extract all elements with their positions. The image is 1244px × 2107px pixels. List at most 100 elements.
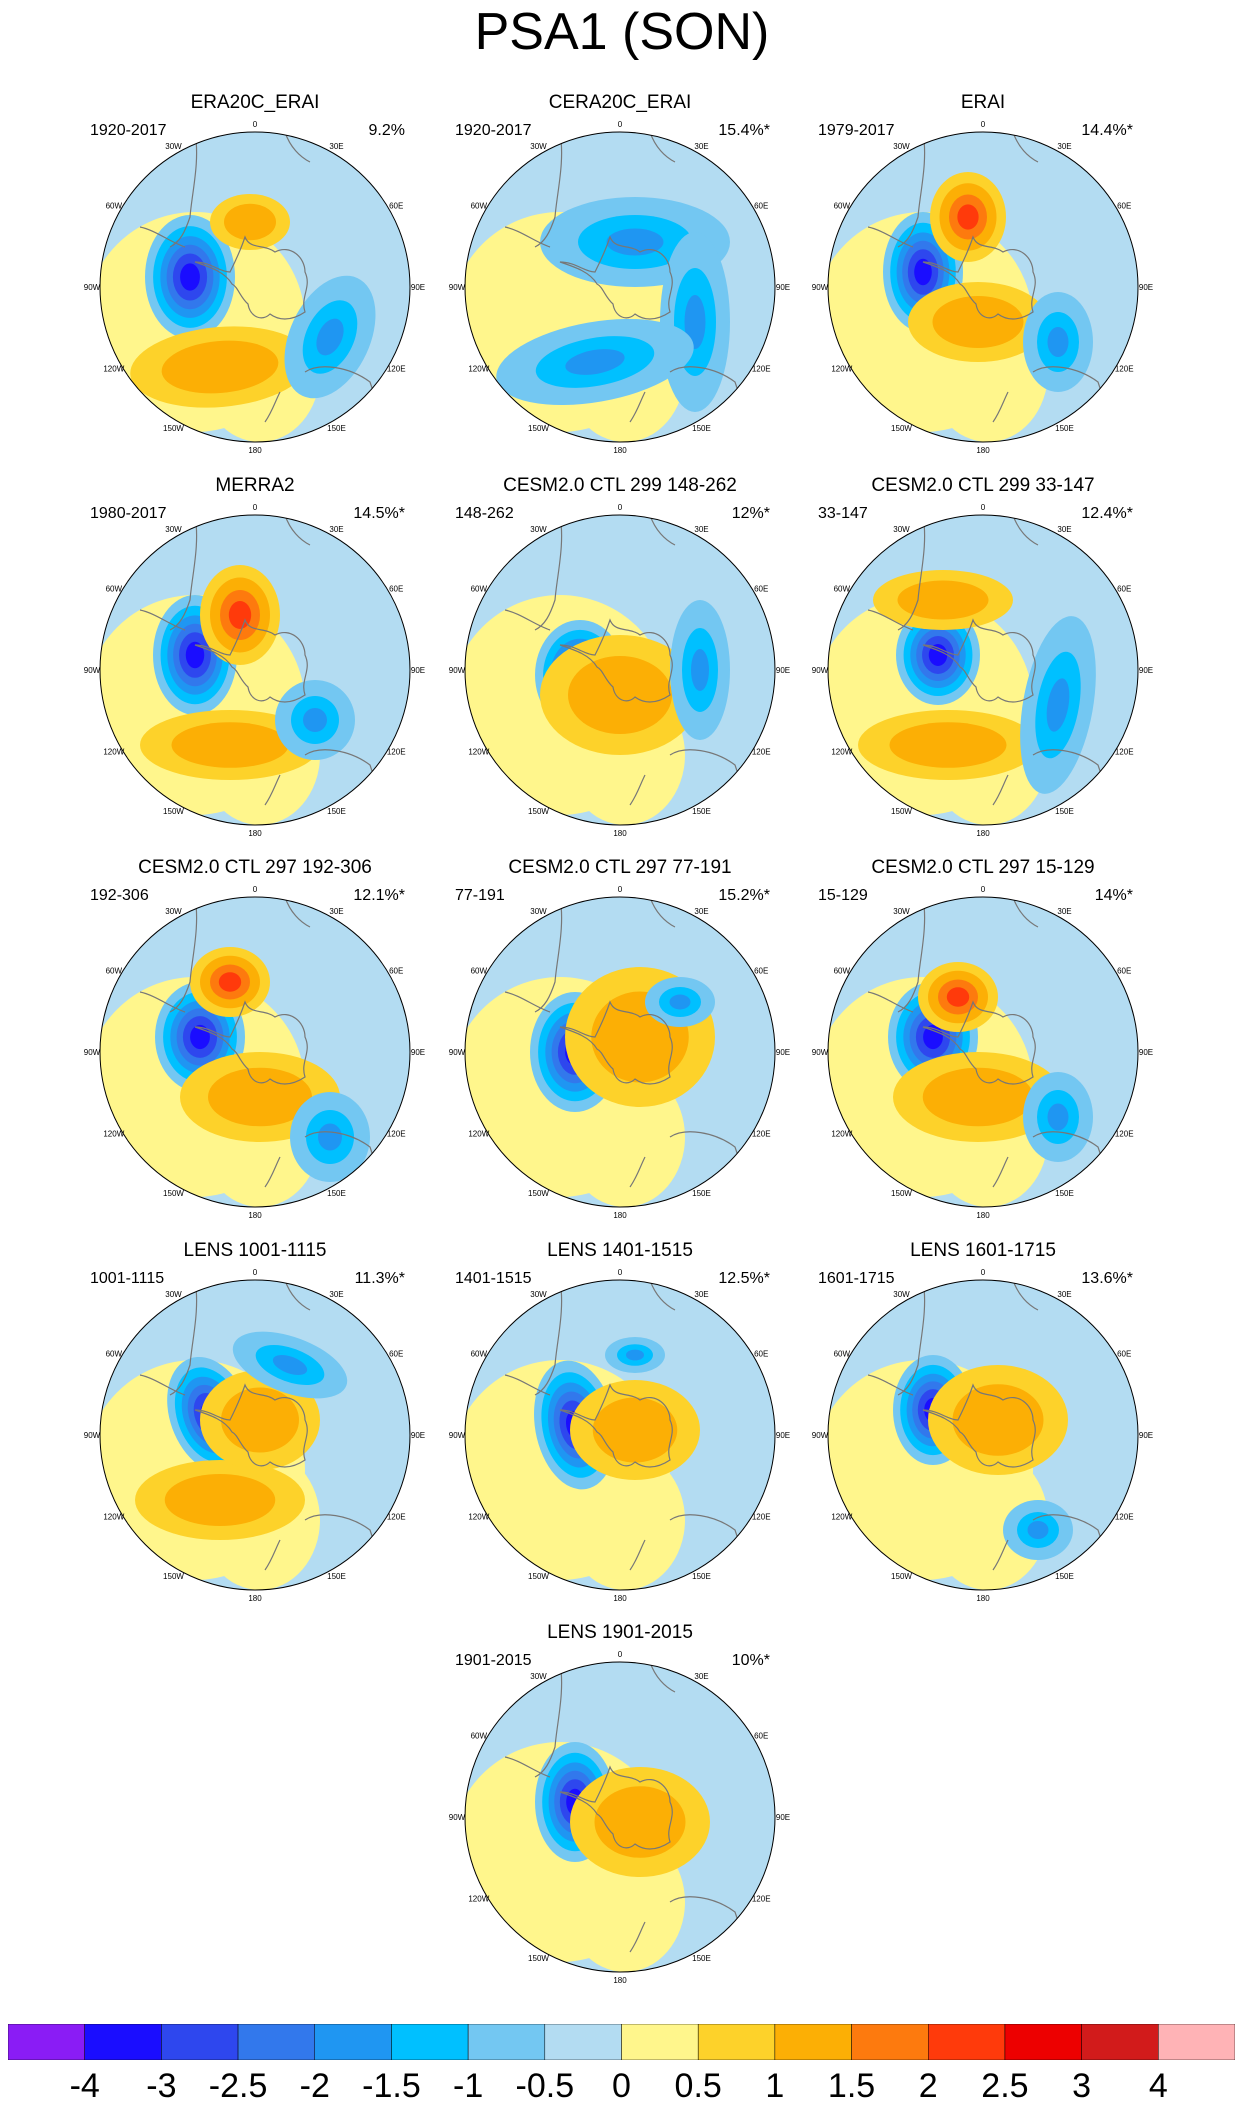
longitude-label: 90E xyxy=(776,666,790,675)
longitude-label: 60E xyxy=(754,1732,768,1741)
south-america-coastline xyxy=(504,132,563,248)
polar-map: 0 30E 60E 90E 120E 150E 180 150W 120W 90W 60W 30W xyxy=(84,503,425,838)
longitude-label: 120E xyxy=(752,365,771,374)
longitude-label: 30W xyxy=(893,525,910,534)
colorbar-segment xyxy=(1158,2024,1235,2060)
south-america-coastline xyxy=(139,1280,198,1396)
south-america-coastline xyxy=(867,132,926,248)
south-america-coastline xyxy=(504,897,563,1013)
antarctica-coastline xyxy=(922,1000,1036,1085)
longitude-label: 90E xyxy=(1139,1431,1153,1440)
longitude-label: 120W xyxy=(468,1130,489,1139)
panel-period: 33-147 xyxy=(818,505,868,522)
longitude-label: 90W xyxy=(84,666,101,675)
longitude-label: 0 xyxy=(253,1268,258,1277)
longitude-label: 150W xyxy=(891,1572,912,1581)
antarctica-coastline xyxy=(922,618,1036,703)
colorbar-segment xyxy=(1081,2024,1159,2060)
longitude-label: 180 xyxy=(976,446,990,455)
negative-anomaly-level-3 xyxy=(316,318,344,356)
longitude-label: 30E xyxy=(694,142,708,151)
longitude-label: 90E xyxy=(411,283,425,292)
panel-period: 1601-1715 xyxy=(818,1270,895,1287)
longitude-label: 150E xyxy=(327,1572,346,1581)
panel-title: CERA20C_ERAI xyxy=(548,92,692,113)
colorbar-segment xyxy=(774,2024,852,2060)
longitude-label: 120E xyxy=(387,1130,406,1139)
longitude-label: 150W xyxy=(528,1954,549,1963)
antarctica-coastline xyxy=(922,1383,1036,1468)
longitude-label: 90W xyxy=(84,1431,101,1440)
map-panel: CESM2.0 CTL 297 77-191 77-191 15.2%* 0 30E 60… xyxy=(440,857,800,1227)
south-america-coastline xyxy=(867,515,926,631)
longitude-label: 0 xyxy=(618,503,623,512)
panel-title: CESM2.0 CTL 299 33-147 xyxy=(871,475,1095,496)
polar-map: 0 30E 60E 90E 120E 150E 180 150W 120W 90W 60W 30W xyxy=(812,885,1153,1220)
negative-anomaly-level-6 xyxy=(914,258,932,286)
longitude-label: 60W xyxy=(471,1350,488,1359)
longitude-label: 60W xyxy=(106,202,123,211)
polar-map: 0 30E 60E 90E 120E 150E 180 150W 120W 90W 60W 30W xyxy=(812,1268,1153,1603)
map-boundary xyxy=(464,896,776,1208)
longitude-label: 180 xyxy=(248,829,262,838)
longitude-label: 180 xyxy=(976,1211,990,1220)
new-zealand-coastline xyxy=(264,774,281,806)
longitude-label: 60E xyxy=(1117,202,1131,211)
longitude-label: 90E xyxy=(411,1048,425,1057)
map-panel: CERA20C_ERAI 1920-2017 15.4%* 0 30E 60E 90E 120… xyxy=(440,92,800,462)
new-zealand-coastline xyxy=(629,774,646,806)
negative-anomaly-level-3 xyxy=(684,295,706,349)
colorbar-segment xyxy=(544,2024,622,2060)
positive-anomaly-level-2 xyxy=(224,203,276,241)
longitude-label: 30E xyxy=(1057,1290,1071,1299)
colorbar-tick-label: -2.5 xyxy=(208,2067,268,2105)
anomaly-field xyxy=(828,515,1138,825)
negative-anomaly-level-3 xyxy=(272,1354,308,1376)
positive-anomaly-level-2 xyxy=(889,722,1007,768)
longitude-label: 0 xyxy=(253,120,258,129)
panel-title: ERAI xyxy=(960,92,1006,113)
positive-anomaly-level-2 xyxy=(594,1786,686,1858)
negative-anomaly-level-6 xyxy=(923,1024,943,1050)
new-zealand-coastline xyxy=(264,1156,281,1188)
longitude-label: 90E xyxy=(776,1431,790,1440)
polar-map: 0 30E 60E 90E 120E 150E 180 150W 120W 90W 60W 30W xyxy=(449,1268,790,1603)
longitude-label: 60E xyxy=(754,967,768,976)
new-zealand-coastline xyxy=(629,1921,646,1953)
longitude-label: 90W xyxy=(812,1431,829,1440)
panel-variance: 15.2%* xyxy=(718,887,770,904)
south-america-coastline xyxy=(504,515,563,631)
anomaly-field xyxy=(465,1662,775,1972)
map-panel: ERA20C_ERAI 1920-2017 9.2% 0 30E 60E 90E 120E 15… xyxy=(75,92,435,462)
longitude-label: 90W xyxy=(812,1048,829,1057)
panel-title: CESM2.0 CTL 299 148-262 xyxy=(503,475,737,496)
map-panel: LENS 1001-1115 1001-1115 11.3%* 0 30E 60E 90E 1… xyxy=(75,1240,435,1610)
south-america-coastline xyxy=(504,1280,563,1396)
longitude-label: 30E xyxy=(329,907,343,916)
longitude-label: 120W xyxy=(468,748,489,757)
map-boundary xyxy=(464,514,776,826)
map-panel: CESM2.0 CTL 299 33-147 33-147 12.4%* 0 30E 60… xyxy=(803,475,1163,845)
colorbar-tick-label: 0 xyxy=(612,2067,631,2105)
south-america-coastline xyxy=(867,897,926,1013)
longitude-label: 60E xyxy=(389,585,403,594)
longitude-label: 90E xyxy=(1139,666,1153,675)
map-panel: LENS 1401-1515 1401-1515 12.5%* 0 30E 60E 90E 1… xyxy=(440,1240,800,1610)
map-panel: LENS 1901-2015 1901-2015 10%* 0 30E 60E 90E 120… xyxy=(440,1622,800,1992)
longitude-label: 150E xyxy=(692,807,711,816)
longitude-label: 120W xyxy=(103,748,124,757)
longitude-label: 60W xyxy=(471,967,488,976)
longitude-label: 180 xyxy=(613,1594,627,1603)
negative-anomaly-level-3 xyxy=(318,1123,342,1151)
longitude-label: 180 xyxy=(248,1594,262,1603)
longitude-label: 150E xyxy=(1055,807,1074,816)
negative-anomaly-level-3 xyxy=(669,994,691,1010)
longitude-label: 30W xyxy=(165,907,182,916)
longitude-label: 30W xyxy=(165,525,182,534)
longitude-label: 90W xyxy=(812,283,829,292)
panel-title: LENS 1001-1115 xyxy=(183,1240,327,1261)
colorbar-tick-label: -1 xyxy=(453,2067,484,2105)
longitude-label: 60E xyxy=(1117,585,1131,594)
longitude-label: 60E xyxy=(389,1350,403,1359)
panel-variance: 12.4%* xyxy=(1081,505,1133,522)
